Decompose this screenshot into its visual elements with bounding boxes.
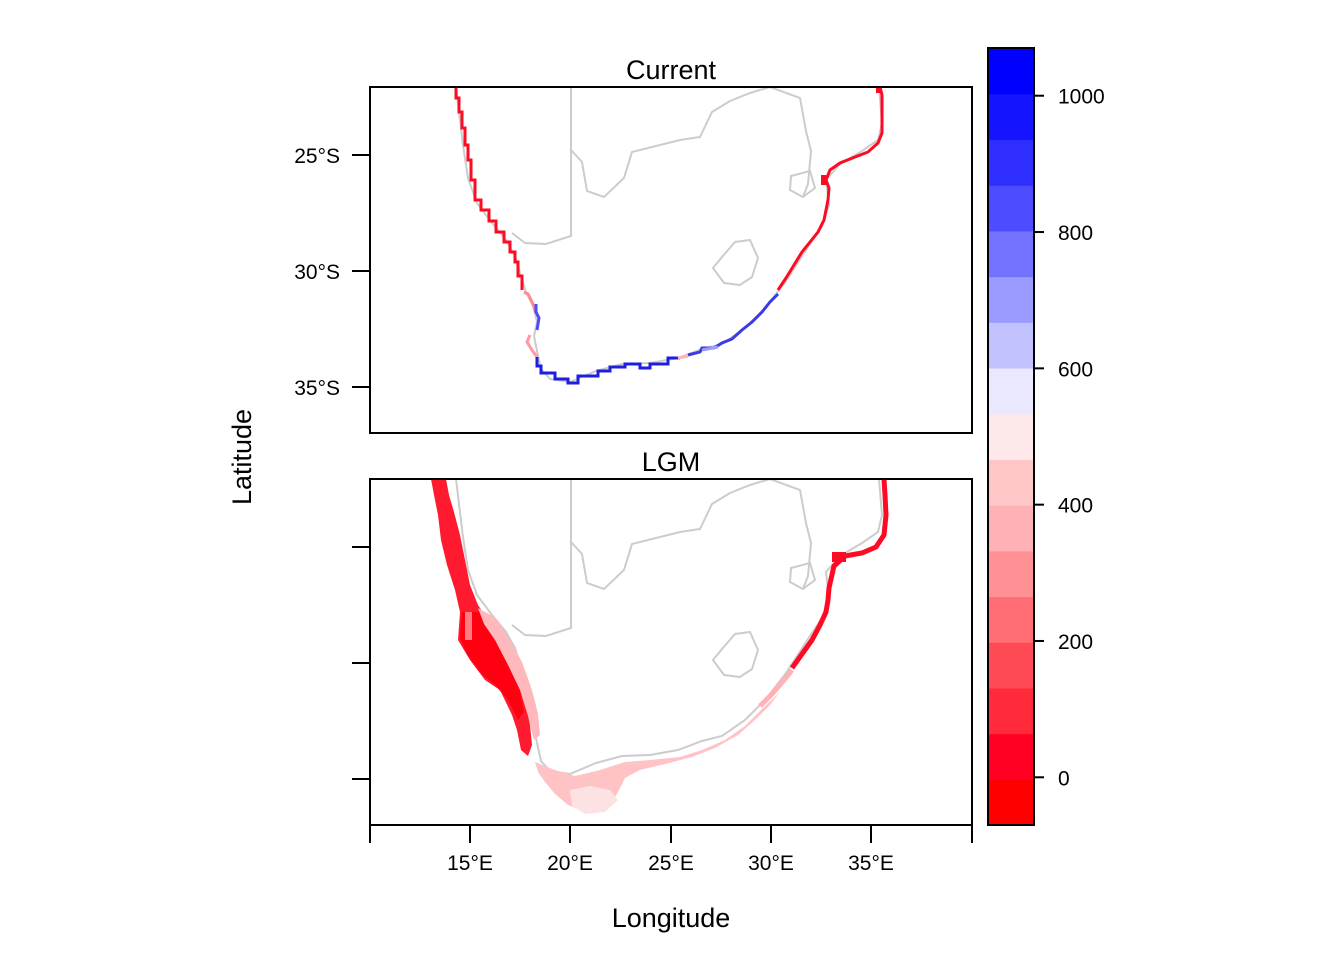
colorbar-swatch <box>988 139 1034 186</box>
colorbar-swatch <box>988 459 1034 506</box>
border-botswana-sa-lgm <box>570 479 813 591</box>
colorbar-tick-label: 600 <box>1058 358 1093 381</box>
colorbar-swatch <box>988 779 1034 826</box>
raster-lgm <box>431 479 889 814</box>
lgm-west-inner-cells <box>460 612 524 720</box>
current-west-coast-cells <box>454 87 524 290</box>
y-tick-label: 25°S <box>294 145 340 168</box>
lesotho-outline <box>711 238 760 287</box>
eswatini-outline-lgm <box>788 561 817 591</box>
colorbar-swatch <box>988 687 1034 735</box>
y-tick-label: 30°S <box>294 261 340 284</box>
coastline-outline <box>455 87 884 384</box>
colorbar-swatch <box>988 550 1034 598</box>
colorbar-swatch <box>988 505 1034 552</box>
country-borders <box>455 87 884 384</box>
colorbar-tick-label: 1000 <box>1058 86 1105 109</box>
x-axis <box>369 825 973 843</box>
panel-title-lgm: LGM <box>642 447 701 477</box>
current-south-coast-cells <box>535 356 680 385</box>
current-agulhas-pink-cells <box>677 354 689 360</box>
colorbar-labels: 0 200 400 600 800 1000 <box>1058 86 1105 791</box>
current-cape-pink-cells <box>525 334 539 358</box>
lgm-east-coast-cells <box>789 479 889 670</box>
colorbar-swatch <box>988 276 1034 323</box>
colorbar-swatch <box>988 93 1034 141</box>
lgm-south-shelf-cells <box>535 692 780 812</box>
current-east-coast-cells <box>776 87 884 291</box>
lgm-west-halo-cells <box>478 608 540 740</box>
panel-lgm <box>369 478 973 826</box>
colorbar-swatch <box>988 48 1034 95</box>
x-tick-label: 25°E <box>648 852 694 875</box>
x-tick-label: 20°E <box>547 852 593 875</box>
colorbar-swatch <box>988 413 1034 460</box>
colorbar-tick-label: 0 <box>1058 767 1070 790</box>
colorbar-swatch <box>988 642 1034 689</box>
x-tick-label: 35°E <box>848 852 894 875</box>
colorbar-swatch <box>988 185 1034 232</box>
current-west-cape-cells <box>523 290 538 314</box>
border-namibia-botswana-lgm <box>511 479 572 638</box>
x-tick-label: 30°E <box>748 852 794 875</box>
colorbar-swatch <box>988 322 1034 369</box>
colorbar-frame <box>987 47 1035 826</box>
colorbar-swatch <box>988 230 1034 278</box>
colorbar-swatch <box>988 733 1034 780</box>
border-botswana-sa <box>570 87 813 199</box>
eswatini-outline <box>788 169 817 199</box>
x-axis-title: Longitude <box>612 903 731 933</box>
colorbar-swatch <box>988 367 1034 415</box>
panel-frame-lgm <box>369 478 973 826</box>
y-axis-title: Latitude <box>227 409 257 505</box>
colorbar-tick-label: 200 <box>1058 631 1093 654</box>
current-north-cell <box>876 87 882 93</box>
colorbar-swatches <box>988 48 1034 826</box>
panel-current <box>369 86 973 434</box>
current-cape-blue-cells <box>534 304 541 331</box>
colorbar-swatch <box>988 596 1034 643</box>
panel-title-current: Current <box>626 55 717 85</box>
y-tick-label: 35°S <box>294 377 340 400</box>
lgm-agulhas-core-cells <box>570 786 618 814</box>
colorbar: 0 200 400 600 800 1000 <box>987 47 1105 826</box>
current-east-lightblue-cells <box>701 345 719 352</box>
y-axis <box>352 154 370 780</box>
x-tick-label: 15°E <box>447 852 493 875</box>
colorbar-tick-label: 800 <box>1058 222 1093 245</box>
current-east-blue-cells <box>687 292 780 357</box>
colorbar-ticks <box>1034 94 1044 779</box>
lgm-east-pink-cells <box>758 668 794 708</box>
panel-frame-current <box>369 86 973 434</box>
lgm-west-halo2-cells <box>465 612 472 640</box>
current-east-cell <box>821 175 826 185</box>
border-namibia-botswana <box>511 87 572 246</box>
lesotho-outline-lgm <box>711 630 760 679</box>
raster-current <box>454 87 884 385</box>
lgm-east-cell <box>832 552 846 562</box>
colorbar-tick-label: 400 <box>1058 495 1093 518</box>
